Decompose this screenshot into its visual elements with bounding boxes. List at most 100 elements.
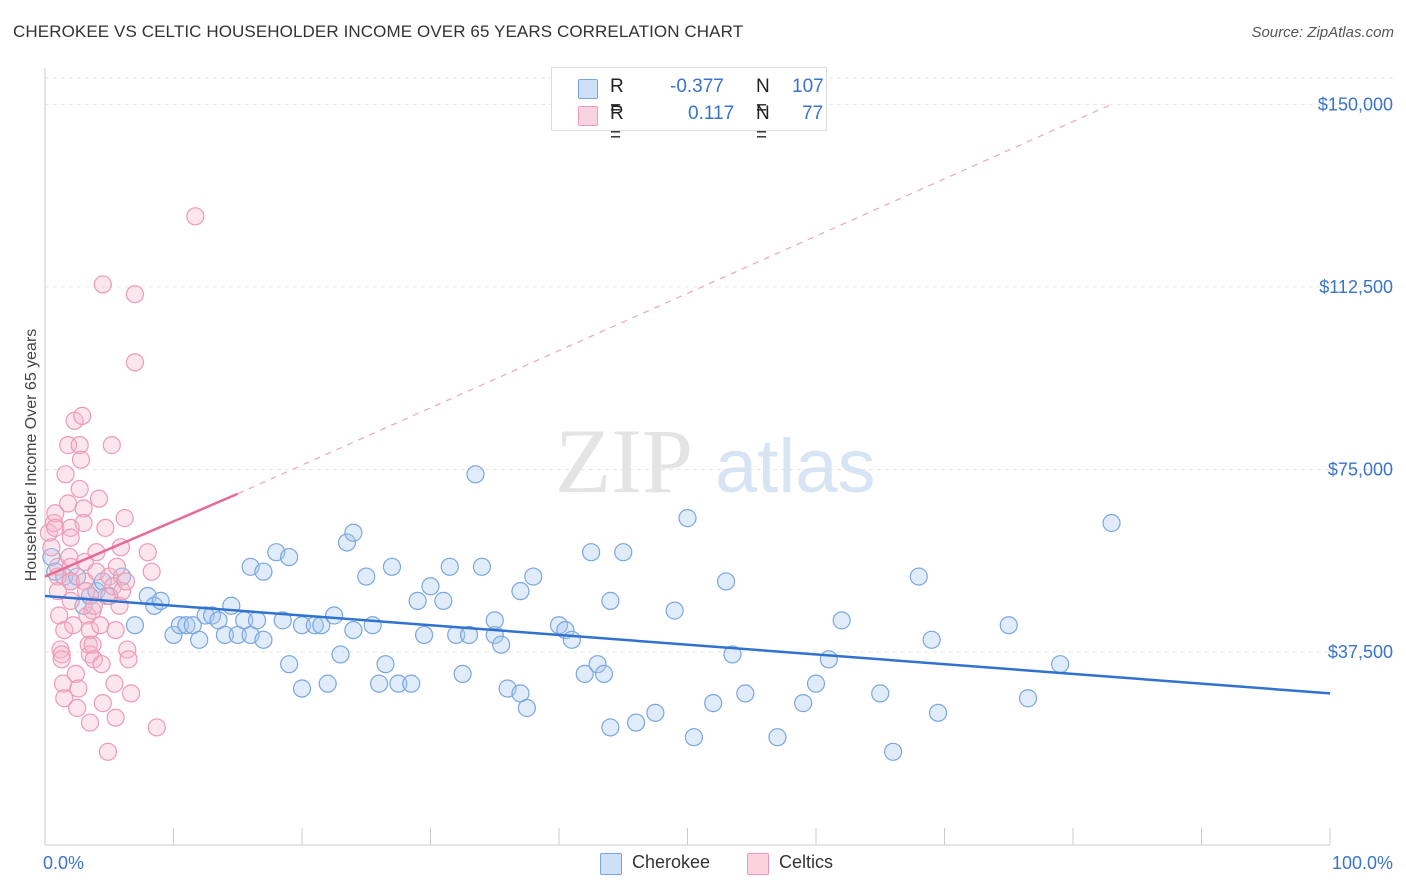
- celtics-swatch: [747, 853, 769, 875]
- cherokee-point: [736, 684, 755, 703]
- cherokee-point: [922, 630, 941, 649]
- celtics-point: [96, 518, 115, 537]
- cherokee-point: [614, 543, 633, 562]
- cherokee-point: [331, 645, 350, 664]
- cherokee-point: [871, 684, 890, 703]
- x-tick-label: 0.0%: [43, 853, 84, 873]
- celtics-point: [46, 504, 65, 523]
- cherokee-point: [382, 557, 402, 576]
- tick-labels: $37,500 $75,000 $112,500 $150,000 0.0% 100.0%: [43, 94, 1393, 873]
- cherokee-point: [492, 635, 511, 654]
- cherokee-point: [376, 655, 395, 674]
- chart-title: CHEROKEE VS CELTIC HOUSEHOLDER INCOME OV…: [13, 22, 744, 41]
- cherokee-trend-line: [44, 594, 1331, 695]
- celtics-point: [75, 572, 94, 591]
- celtics-point: [118, 640, 137, 659]
- celtics-point: [61, 572, 80, 591]
- x-tick-label: 100.0%: [1332, 853, 1393, 873]
- celtics-point: [106, 620, 125, 640]
- y-tick-label: $150,000: [1318, 94, 1393, 114]
- cherokee-point: [665, 601, 684, 620]
- cherokee-point: [768, 728, 787, 747]
- celtics-point: [71, 450, 91, 469]
- cherokee-point: [909, 567, 928, 586]
- cherokee-points: [42, 465, 1121, 761]
- cherokee-point: [440, 557, 459, 576]
- celtics-point: [73, 406, 92, 425]
- cherokee-point: [337, 533, 357, 552]
- celtics-point: [102, 436, 121, 455]
- cherokee-point: [588, 655, 607, 674]
- celtics-point: [80, 713, 100, 732]
- celtics-point: [107, 557, 127, 576]
- cherokee-point: [582, 543, 601, 562]
- cherokee-point: [177, 616, 196, 635]
- celtics-point: [83, 635, 102, 654]
- cherokee-point: [575, 664, 594, 684]
- celtics-point: [61, 591, 80, 610]
- cherokee-point: [794, 694, 813, 713]
- legend-label: Celtics: [779, 852, 834, 872]
- celtics-point: [93, 275, 112, 294]
- celtics-point: [138, 543, 157, 562]
- celtics-trend-line: [44, 492, 239, 578]
- cherokee-swatch: [578, 79, 598, 99]
- cherokee-swatch: [600, 853, 622, 875]
- y-tick-label: $37,500: [1328, 642, 1393, 662]
- n-value: 107: [792, 76, 824, 97]
- y-axis-label: Householder Income Over 65 years: [23, 329, 40, 582]
- cherokee-point: [601, 591, 620, 610]
- r-value: -0.377: [670, 76, 724, 97]
- celtics-point: [125, 285, 145, 304]
- celtics-point: [98, 742, 118, 761]
- celtics-point: [125, 353, 145, 372]
- celtics-swatch: [578, 106, 598, 126]
- cherokee-point: [806, 674, 826, 693]
- cherokee-point: [704, 694, 723, 713]
- r-label: R =: [610, 76, 624, 119]
- celtics-point: [105, 674, 124, 693]
- celtics-point: [100, 567, 119, 586]
- cherokee-point: [511, 582, 530, 601]
- celtics-point: [91, 616, 110, 635]
- cherokee-point: [723, 645, 742, 664]
- celtics-point: [46, 518, 65, 537]
- legend-label: Cherokee: [632, 852, 711, 872]
- n-value: 77: [802, 103, 824, 124]
- cherokee-point: [524, 567, 543, 586]
- cherokee-point: [357, 567, 376, 586]
- celtics-point: [52, 650, 71, 669]
- celtics-point: [106, 708, 125, 727]
- cherokee-point: [459, 625, 479, 645]
- celtics-point: [70, 479, 89, 499]
- n-label: N =: [756, 76, 770, 119]
- cherokee-point: [1051, 655, 1070, 674]
- celtics-point: [68, 698, 87, 718]
- celtics-point: [115, 509, 134, 528]
- cherokee-point: [344, 523, 363, 542]
- cherokee-point: [190, 630, 209, 649]
- axes: [44, 68, 1331, 846]
- cherokee-point: [42, 547, 61, 567]
- celtics-point: [66, 664, 85, 684]
- celtics-point: [121, 684, 141, 703]
- celtics-point: [80, 620, 100, 640]
- cherokee-point: [292, 679, 312, 698]
- celtics-point: [119, 650, 138, 669]
- cherokee-point: [402, 674, 421, 693]
- cherokee-point: [626, 713, 646, 732]
- celtics-point: [55, 620, 74, 640]
- correlation-legend: R = -0.377 N = 107 R = 0.117 N = 77: [551, 67, 827, 146]
- celtics-point: [74, 513, 93, 533]
- celtics-point: [55, 689, 74, 708]
- cherokee-point: [370, 674, 389, 693]
- celtics-point: [112, 582, 132, 601]
- celtics-point: [52, 645, 71, 664]
- cherokee-point: [151, 591, 170, 610]
- watermark-atlas: atlas: [715, 424, 876, 509]
- cherokee-point: [254, 630, 273, 649]
- cherokee-point: [344, 620, 363, 640]
- cherokee-point: [472, 557, 491, 576]
- cherokee-point: [999, 616, 1018, 635]
